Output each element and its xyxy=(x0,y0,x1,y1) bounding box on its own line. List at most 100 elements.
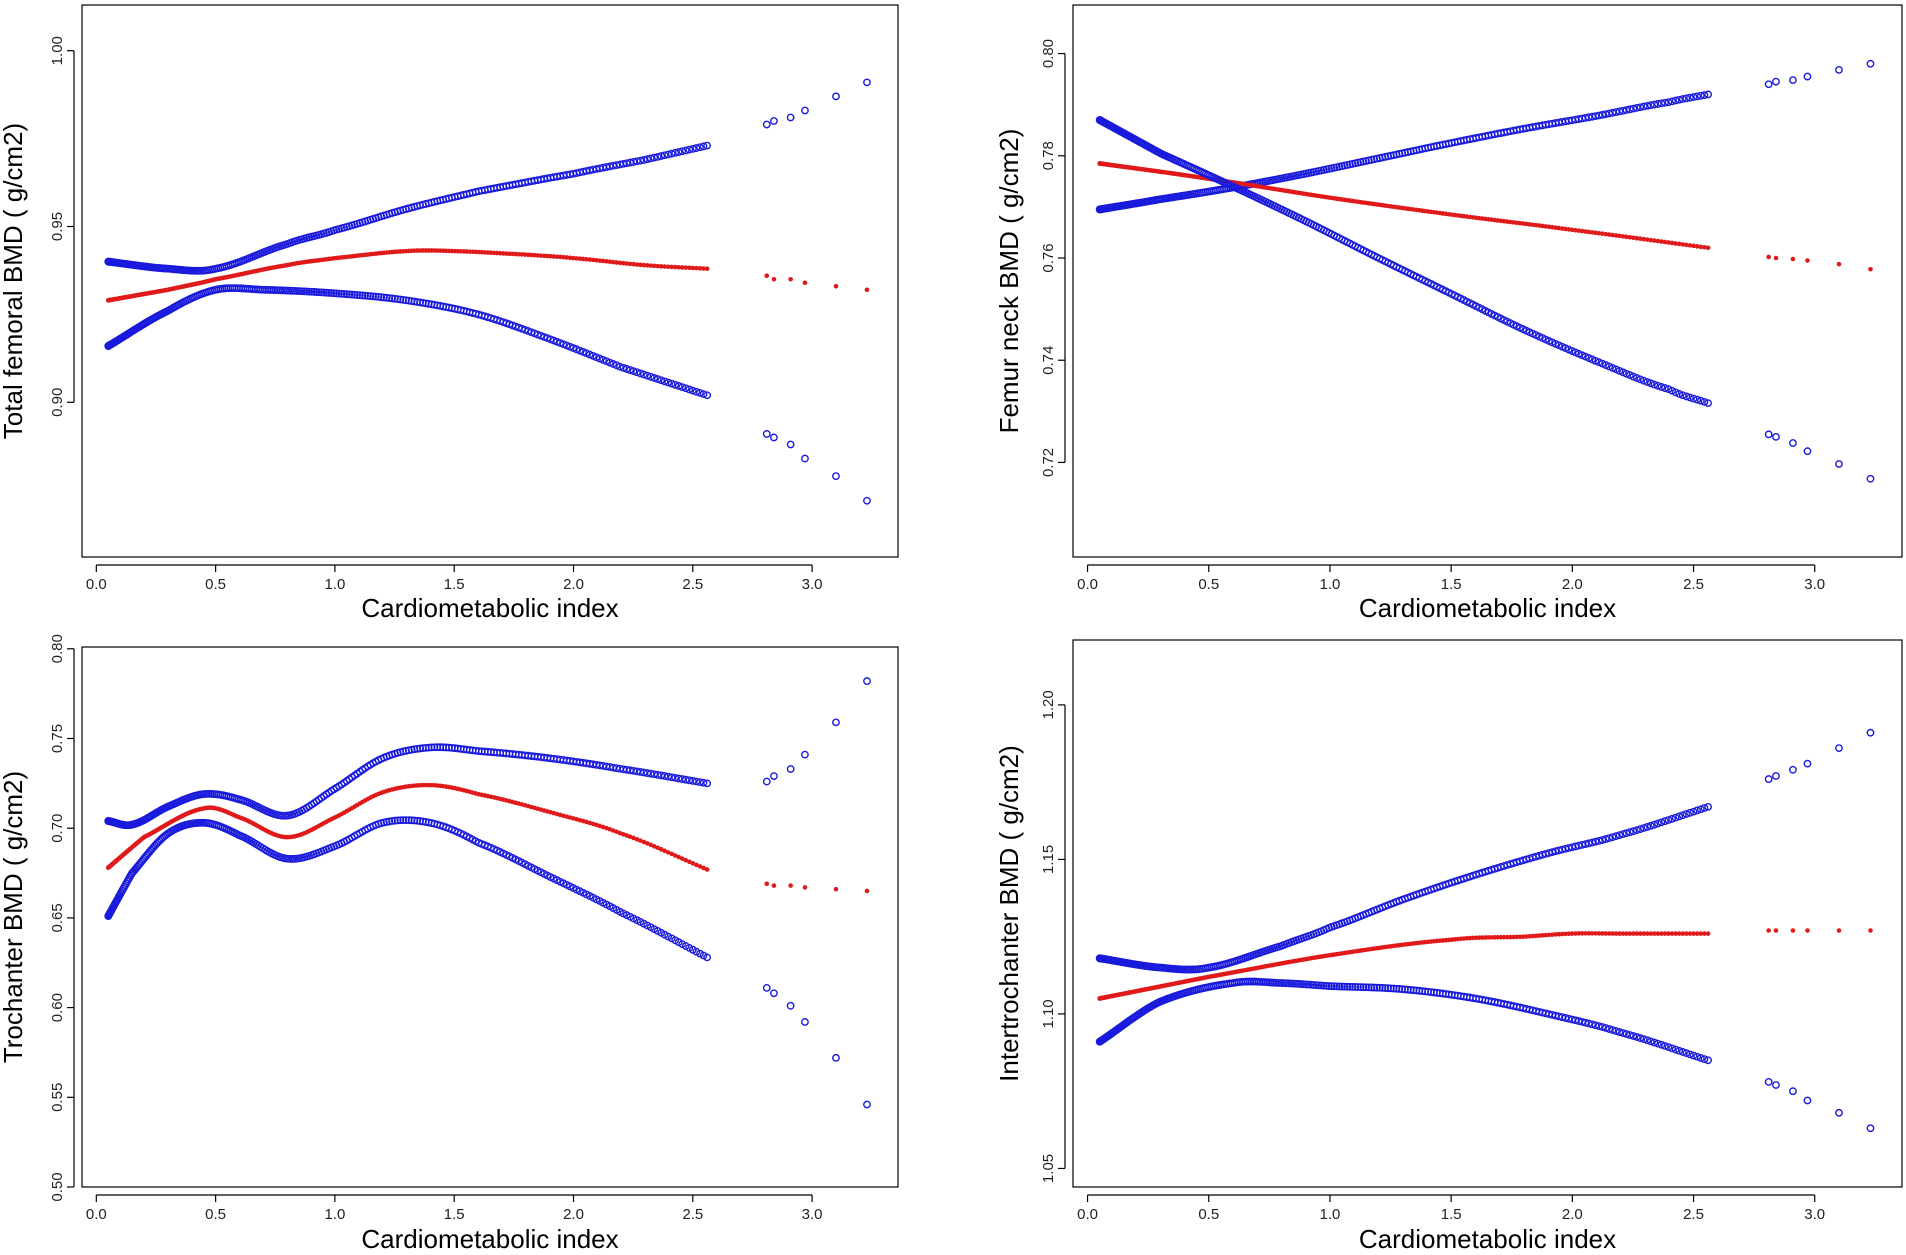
ci-point xyxy=(1675,95,1684,104)
chart-panel-4: 0.0 0.5 1.0 1.5 2.0 2.5 3.0 1.05 1.10 1.15 1.20 Car… xyxy=(994,639,1903,1254)
fit-point xyxy=(1669,931,1675,936)
ci-outlier-point xyxy=(786,1001,795,1010)
plot-frame xyxy=(81,4,899,558)
ci-point xyxy=(699,778,708,787)
ci-point xyxy=(1595,1022,1603,1031)
ci-point xyxy=(1693,1052,1702,1061)
x-tick-label: 2.5 xyxy=(682,1206,703,1223)
fit-point xyxy=(697,266,703,271)
ci-point xyxy=(667,379,676,388)
fit-point xyxy=(1600,231,1605,236)
outliers-ci-3 xyxy=(762,430,871,505)
ci-point xyxy=(1689,807,1698,816)
ci-point xyxy=(1657,383,1666,391)
fit-outlier-point xyxy=(1805,258,1810,263)
x-tick-label: 2.5 xyxy=(1683,1206,1704,1223)
ci-point xyxy=(302,287,311,296)
x-tick-label: 3.0 xyxy=(802,576,823,593)
ci-point xyxy=(1686,93,1694,102)
ci-point xyxy=(1657,1040,1666,1049)
ci-point xyxy=(1661,817,1669,826)
ci-point xyxy=(1682,94,1691,103)
ci-point xyxy=(1325,982,1333,990)
ci-point xyxy=(312,288,321,296)
fit-outlier-point xyxy=(833,283,839,289)
ci-point xyxy=(1327,982,1336,991)
ci-point xyxy=(685,385,694,394)
ci-point xyxy=(1643,823,1652,831)
ci-point xyxy=(1588,838,1597,847)
ci-point xyxy=(660,151,669,160)
ci-point xyxy=(1629,1032,1638,1040)
ci-outlier-point xyxy=(863,496,871,505)
ci-point xyxy=(1675,389,1684,398)
ci-point xyxy=(629,367,638,376)
ci-point xyxy=(1378,984,1387,992)
ci-point xyxy=(1671,388,1680,397)
ci-point xyxy=(1608,1026,1617,1034)
fit-point xyxy=(1610,931,1615,936)
ci-outlier-point xyxy=(1803,447,1812,456)
ci-point xyxy=(1386,984,1395,993)
fit-point xyxy=(669,851,674,857)
x-axis-title: Cardiometabolic index xyxy=(361,593,618,623)
ci-point xyxy=(310,288,318,296)
ci-point xyxy=(407,816,416,825)
fit-outlier-point xyxy=(802,885,808,890)
ci-outlier-point xyxy=(1764,775,1773,783)
ci-point xyxy=(1639,102,1648,111)
fit-point xyxy=(676,854,681,860)
ci-point xyxy=(699,142,708,151)
fit-point xyxy=(676,264,681,270)
ci-point xyxy=(657,152,666,160)
ci-point xyxy=(1700,91,1709,100)
x-tick-label: 0.5 xyxy=(1198,576,1219,593)
fit-point xyxy=(638,262,643,268)
ci-point xyxy=(1696,805,1705,814)
fit-point xyxy=(1600,931,1605,936)
ci-point xyxy=(1653,1039,1662,1048)
fit-point xyxy=(1666,931,1671,936)
ci-point xyxy=(1682,1049,1691,1058)
ci-point xyxy=(1612,832,1620,841)
ci-outlier-point xyxy=(762,983,771,992)
ci-point xyxy=(1345,982,1354,991)
ci-point xyxy=(1646,821,1655,830)
x-tick-label: 2.0 xyxy=(563,576,584,593)
fit-point xyxy=(1603,931,1609,936)
fit-point xyxy=(1698,244,1704,250)
ci-point xyxy=(1678,391,1687,400)
ci-outlier-point xyxy=(1772,432,1780,441)
series-fit-2 xyxy=(1097,931,1711,1001)
ci-point xyxy=(1622,829,1631,838)
ci-point xyxy=(385,817,394,826)
ci-point xyxy=(1689,394,1698,403)
ci-point xyxy=(1619,106,1627,115)
ci-point xyxy=(639,370,648,379)
ci-point xyxy=(1632,374,1641,382)
ci-outlier-point xyxy=(786,765,795,773)
x-tick-label: 1.5 xyxy=(444,1206,465,1223)
fit-point xyxy=(1694,931,1700,936)
x-axis: 0.0 0.5 1.0 1.5 2.0 2.5 3.0 xyxy=(86,1194,823,1223)
fit-point xyxy=(574,256,579,261)
ci-point xyxy=(1643,101,1652,110)
fit-point xyxy=(641,262,647,268)
fit-point xyxy=(1566,931,1572,937)
outliers-ci-1 xyxy=(762,677,871,786)
x-tick-label: 2.0 xyxy=(1562,576,1583,593)
ci-outlier-point xyxy=(762,120,771,129)
ci-point xyxy=(1309,981,1318,989)
fit-point xyxy=(1576,228,1582,233)
ci-point xyxy=(1632,826,1641,835)
y-axis: 0.50 0.55 0.60 0.65 0.70 0.75 0.80 xyxy=(49,634,75,1202)
ci-point xyxy=(1639,824,1648,832)
ci-point xyxy=(664,150,673,159)
ci-outlier-point xyxy=(1803,1096,1812,1105)
outliers-ci-3 xyxy=(762,983,871,1109)
ci-point xyxy=(377,293,386,302)
fit-point xyxy=(1576,931,1582,936)
ci-point xyxy=(353,291,362,299)
ci-point xyxy=(1629,372,1638,381)
ci-point xyxy=(1588,1020,1597,1029)
